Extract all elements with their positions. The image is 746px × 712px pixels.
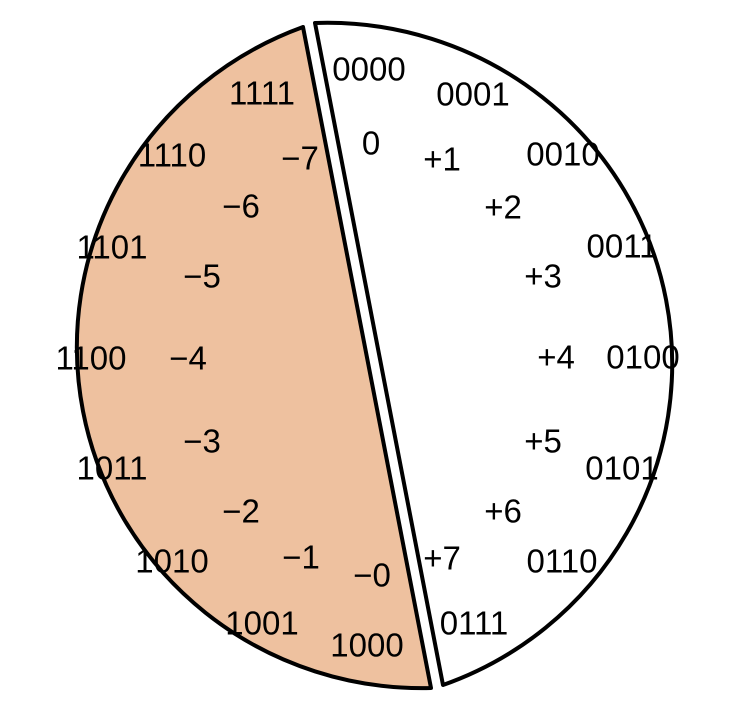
value-plus-7: +7 bbox=[423, 540, 461, 577]
code-0100: 0100 bbox=[606, 339, 679, 376]
code-0001: 0001 bbox=[436, 76, 509, 113]
positive-values: 0 +1 +2 +3 +4 +5 +6 +7 bbox=[362, 125, 575, 577]
code-1011: 1011 bbox=[77, 450, 148, 487]
code-0000: 0000 bbox=[332, 51, 405, 88]
code-1000: 1000 bbox=[330, 627, 403, 664]
value-plus-4: +4 bbox=[537, 339, 575, 376]
value-minus-5: −5 bbox=[183, 258, 221, 295]
code-1111: 1111 bbox=[229, 75, 295, 112]
code-0011: 0011 bbox=[587, 228, 658, 265]
positive-codes: 0000 0001 0010 0011 0100 0101 0110 0111 bbox=[332, 51, 679, 642]
code-1001: 1001 bbox=[225, 605, 298, 642]
value-minus-4: −4 bbox=[169, 340, 207, 377]
value-plus-2: +2 bbox=[484, 189, 522, 226]
negative-values: −7 −6 −5 −4 −3 −2 −1 −0 bbox=[169, 140, 391, 594]
value-minus-6: −6 bbox=[222, 188, 260, 225]
code-1010: 1010 bbox=[135, 543, 208, 580]
code-1110: 1110 bbox=[138, 137, 207, 174]
value-plus-1: +1 bbox=[423, 141, 461, 178]
positive-half-wedge bbox=[313, 20, 675, 687]
value-plus-5: +5 bbox=[524, 423, 562, 460]
value-minus-2: −2 bbox=[222, 493, 260, 530]
value-0: 0 bbox=[362, 125, 380, 162]
value-minus-3: −3 bbox=[183, 423, 221, 460]
value-minus-1: −1 bbox=[282, 539, 320, 576]
code-0111: 0111 bbox=[440, 605, 509, 642]
code-0010: 0010 bbox=[526, 136, 599, 173]
value-minus-0: −0 bbox=[353, 557, 391, 594]
code-0110: 0110 bbox=[527, 543, 598, 580]
code-1100: 1100 bbox=[56, 340, 127, 377]
negative-half-wedge bbox=[74, 25, 433, 691]
code-0101: 0101 bbox=[585, 450, 658, 487]
negative-codes: 1111 1110 1101 1100 1011 1010 1001 1000 bbox=[56, 75, 404, 664]
value-plus-3: +3 bbox=[524, 258, 562, 295]
code-1101: 1101 bbox=[77, 229, 148, 266]
value-minus-7: −7 bbox=[281, 140, 319, 177]
value-plus-6: +6 bbox=[484, 493, 522, 530]
